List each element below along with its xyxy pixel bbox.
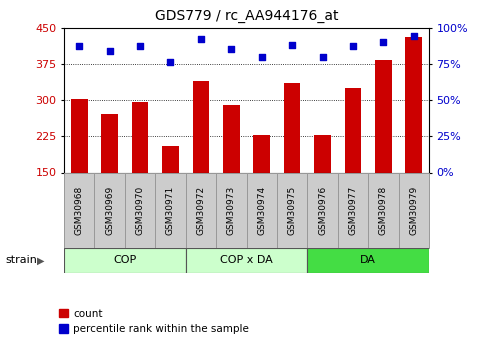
Legend: count, percentile rank within the sample: count, percentile rank within the sample <box>55 305 253 338</box>
Text: GSM30979: GSM30979 <box>409 186 418 235</box>
Bar <box>253 135 270 172</box>
Point <box>227 47 235 52</box>
Text: GSM30971: GSM30971 <box>166 186 175 235</box>
Point <box>106 48 113 53</box>
Text: GSM30975: GSM30975 <box>287 186 297 235</box>
Point <box>167 60 175 65</box>
Point <box>136 44 144 49</box>
Point <box>288 42 296 48</box>
Bar <box>193 81 209 172</box>
Text: GSM30973: GSM30973 <box>227 186 236 235</box>
Text: GSM30970: GSM30970 <box>136 186 144 235</box>
Bar <box>64 248 186 273</box>
Bar <box>155 172 186 248</box>
Bar <box>102 114 118 172</box>
Bar <box>186 172 216 248</box>
Bar <box>307 248 429 273</box>
Bar <box>398 172 429 248</box>
Text: ▶: ▶ <box>37 256 44 265</box>
Bar <box>95 172 125 248</box>
Bar <box>216 172 246 248</box>
Point <box>318 54 326 59</box>
Bar <box>314 135 331 172</box>
Bar <box>132 102 148 172</box>
Bar <box>307 172 338 248</box>
Bar <box>405 37 422 172</box>
Point <box>349 44 357 49</box>
Bar <box>338 172 368 248</box>
Text: GDS779 / rc_AA944176_at: GDS779 / rc_AA944176_at <box>155 9 338 23</box>
Text: GSM30978: GSM30978 <box>379 186 388 235</box>
Text: GSM30968: GSM30968 <box>75 186 84 235</box>
Text: GSM30974: GSM30974 <box>257 186 266 235</box>
Bar <box>345 88 361 172</box>
Bar <box>375 60 391 172</box>
Bar <box>162 146 179 172</box>
Bar <box>277 172 307 248</box>
Point <box>258 54 266 59</box>
Point <box>380 39 387 45</box>
Text: DA: DA <box>360 256 376 265</box>
Text: COP x DA: COP x DA <box>220 256 273 265</box>
Bar <box>71 99 88 172</box>
Text: COP: COP <box>113 256 137 265</box>
Text: GSM30977: GSM30977 <box>349 186 357 235</box>
Bar <box>223 105 240 172</box>
Bar <box>368 172 398 248</box>
Text: GSM30969: GSM30969 <box>105 186 114 235</box>
Bar <box>186 248 307 273</box>
Text: GSM30976: GSM30976 <box>318 186 327 235</box>
Bar <box>64 172 95 248</box>
Point <box>410 33 418 39</box>
Bar <box>125 172 155 248</box>
Point <box>197 37 205 42</box>
Bar <box>284 83 300 172</box>
Bar <box>246 172 277 248</box>
Text: GSM30972: GSM30972 <box>196 186 206 235</box>
Text: strain: strain <box>5 256 37 265</box>
Point <box>75 44 83 49</box>
